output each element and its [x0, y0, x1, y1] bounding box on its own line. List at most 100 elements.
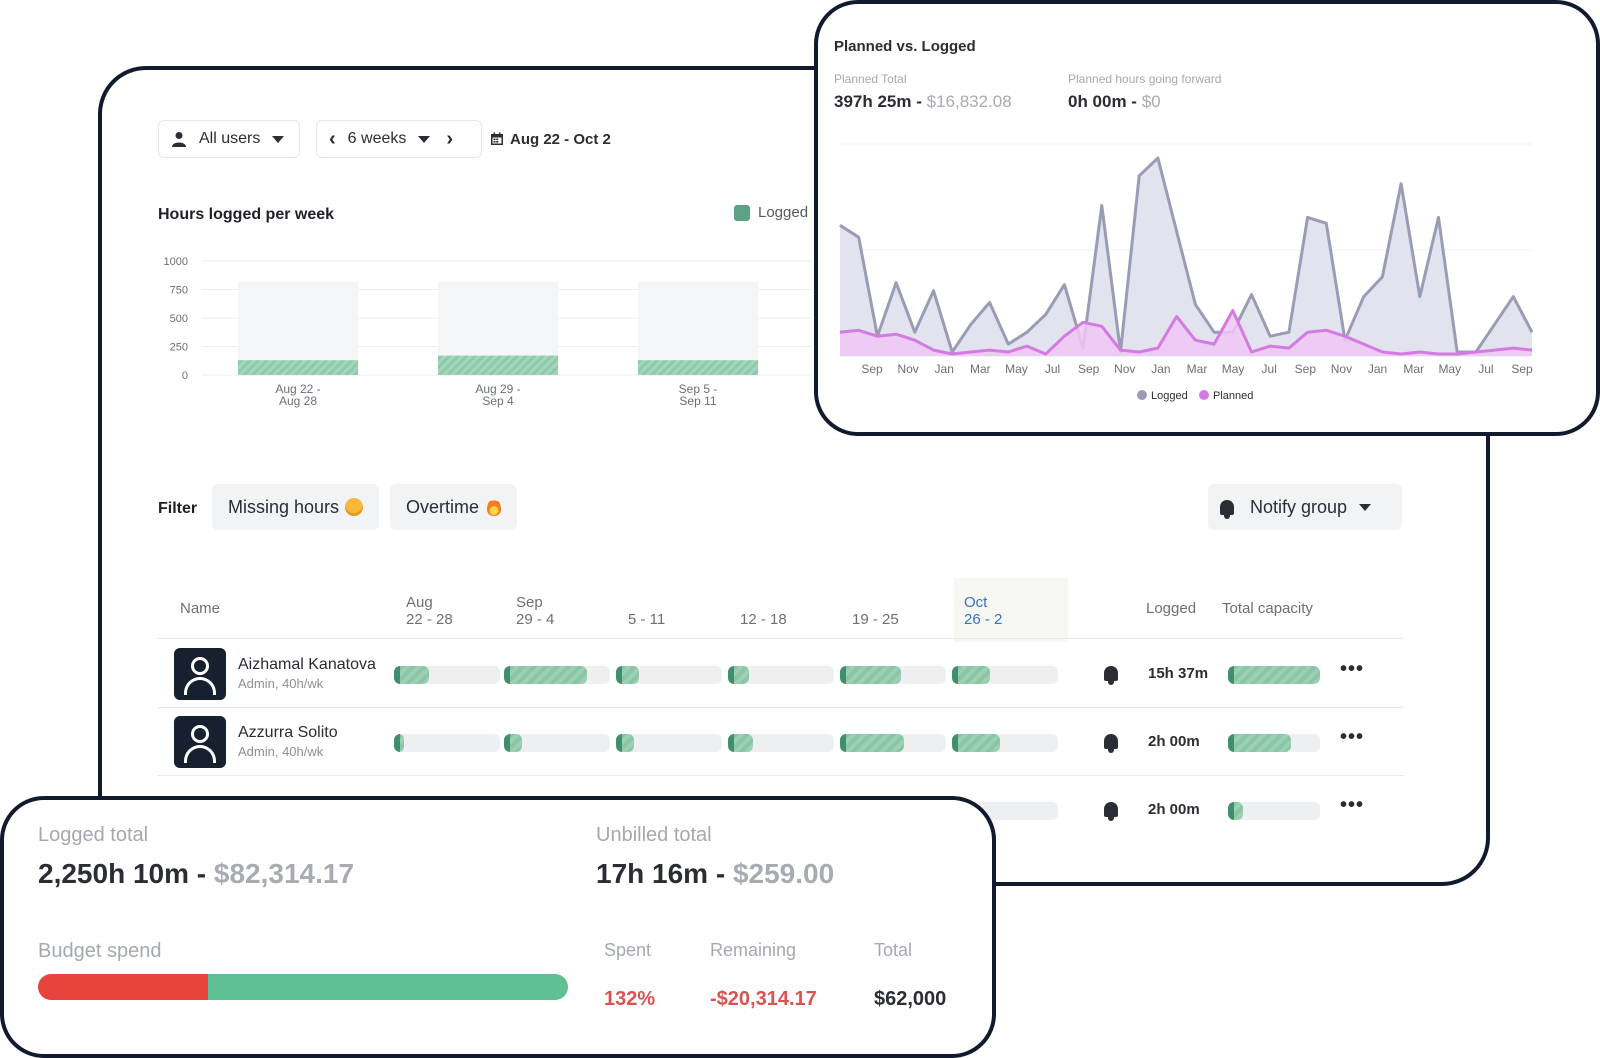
week-header-month: Oct [964, 594, 988, 611]
week-hours-bar[interactable] [504, 734, 610, 752]
y-tick-label: 1000 [164, 256, 188, 268]
legend-label: Logged [1151, 390, 1188, 402]
missing-hours-label: Missing hours [228, 496, 340, 517]
week-hours-bar[interactable] [616, 666, 722, 684]
date-range-picker[interactable]: Aug 22 - Oct 2 [490, 120, 611, 158]
week-hours-bar[interactable] [504, 666, 610, 684]
user-name[interactable]: Azzurra Solito [238, 724, 338, 741]
chevron-down-icon[interactable] [418, 135, 431, 143]
table-row[interactable]: Aizhamal Kanatova Admin, 40h/wk 15h 37m ••• [158, 640, 1404, 708]
user-name[interactable]: Aizhamal Kanatova [238, 656, 376, 673]
logged-bar[interactable] [438, 355, 558, 375]
series-line[interactable] [839, 309, 1533, 356]
capacity-bar [238, 281, 358, 375]
x-tick-label: Sep 5 - [679, 382, 718, 396]
logged-bar[interactable] [238, 360, 358, 375]
week-hours-bar[interactable] [840, 734, 946, 752]
legend-logged: Logged [734, 204, 808, 221]
person-icon [184, 745, 216, 763]
x-tick-label: Nov [897, 362, 918, 376]
row-divider [158, 775, 1404, 776]
table-row[interactable]: Azzurra Solito Admin, 40h/wk 2h 00m ••• [158, 708, 1404, 776]
week-hours-fill [616, 666, 640, 684]
y-tick-label: 750 [170, 285, 188, 297]
capacity-fill [1228, 666, 1320, 684]
total-value: $62,000 [874, 988, 947, 1010]
y-tick-label: 250 [170, 342, 188, 354]
capacity-bar [1228, 666, 1320, 684]
y-tick-label: 0 [182, 370, 188, 382]
more-options-icon[interactable]: ••• [1340, 658, 1365, 680]
missing-hours-button[interactable]: Missing hours [212, 484, 380, 530]
week-header-month: Aug [406, 594, 433, 611]
x-tick-label: Sep 4 [482, 394, 514, 408]
week-header: Sep 29 - 4 [516, 594, 554, 628]
person-icon [191, 657, 209, 675]
unbilled-total-hours: 17h 16m - [596, 858, 726, 889]
logged-total-label: Logged total [38, 824, 149, 846]
capacity-bar [1228, 802, 1320, 820]
series-line[interactable] [839, 156, 1534, 354]
row-logged-hours: 15h 37m [1148, 665, 1209, 682]
x-tick-label: Jul [1045, 362, 1060, 376]
person-icon [191, 725, 209, 743]
capacity-bar [638, 281, 758, 375]
row-divider [158, 638, 1404, 639]
week-hours-bar[interactable] [728, 666, 834, 684]
logged-bar[interactable] [638, 360, 758, 375]
week-hours-bar[interactable] [616, 734, 722, 752]
chevron-right-icon[interactable]: › [446, 127, 454, 150]
users-dropdown-label: All users [199, 130, 261, 147]
logged-total-value: 2,250h 10m - $82,314.17 [38, 858, 354, 890]
week-hours-bar[interactable] [952, 666, 1058, 684]
unbilled-total-value: 17h 16m - $259.00 [596, 858, 834, 890]
remaining-label: Remaining [710, 940, 797, 960]
x-tick-label: Jan [1151, 362, 1170, 376]
week-header: 12 - 18 [740, 594, 787, 628]
more-options-icon[interactable]: ••• [1340, 794, 1365, 816]
row-logged-hours: 2h 00m [1148, 801, 1200, 818]
capacity-fill [1228, 734, 1291, 752]
users-dropdown[interactable]: All users [158, 120, 300, 158]
week-hours-fill [504, 666, 587, 684]
bell-icon[interactable] [1104, 802, 1118, 821]
budget-spend-label: Budget spend [38, 940, 162, 962]
week-hours-bar[interactable] [394, 666, 500, 684]
col-capacity-header: Total capacity [1222, 600, 1313, 617]
x-tick-label: Jul [1478, 362, 1493, 376]
chevron-down-icon [272, 135, 285, 143]
y-tick-label: 500 [170, 313, 188, 325]
week-hours-bar[interactable] [394, 734, 500, 752]
col-logged-header: Logged [1146, 600, 1197, 617]
x-tick-label: Sep [1295, 362, 1317, 376]
week-header: Aug 22 - 28 [406, 594, 453, 628]
week-header-month [852, 594, 899, 611]
x-tick-label: May [1438, 362, 1461, 376]
spent-value: 132% [604, 988, 656, 1010]
week-header-range: 5 - 11 [628, 611, 666, 628]
x-tick-label: Mar [970, 362, 991, 376]
range-dropdown-label[interactable]: 6 weeks [347, 130, 407, 147]
budget-spend-bar-fill [38, 974, 208, 1000]
x-tick-label: Aug 28 [279, 394, 317, 408]
spent-label: Spent [604, 940, 652, 960]
week-hours-bar[interactable] [840, 666, 946, 684]
planned-vs-logged-chart: Sep Nov Jan Mar May Jul Sep Nov Jan Mar May Jul Sep N… [839, 143, 1534, 402]
chevron-left-icon[interactable]: ‹ [329, 127, 336, 150]
x-tick-label: Sep 11 [679, 394, 716, 408]
bell-icon[interactable] [1104, 734, 1118, 753]
week-hours-bar[interactable] [728, 734, 834, 752]
user-role: Admin, 40h/wk [238, 744, 324, 759]
chevron-down-icon [1359, 503, 1372, 511]
notify-group-button[interactable]: Notify group [1208, 484, 1402, 530]
overtime-button[interactable]: Overtime [390, 484, 518, 530]
week-hours-bar[interactable] [952, 734, 1058, 752]
more-options-icon[interactable]: ••• [1340, 726, 1365, 748]
planned-total-value: 397h 25m - $16,832.08 [834, 92, 1012, 112]
avatar [174, 648, 226, 700]
x-tick-label: Jan [935, 362, 954, 376]
going-forward-money: $0 [1141, 92, 1161, 111]
x-tick-label: Sep [1511, 362, 1533, 376]
bell-icon[interactable] [1104, 666, 1118, 685]
